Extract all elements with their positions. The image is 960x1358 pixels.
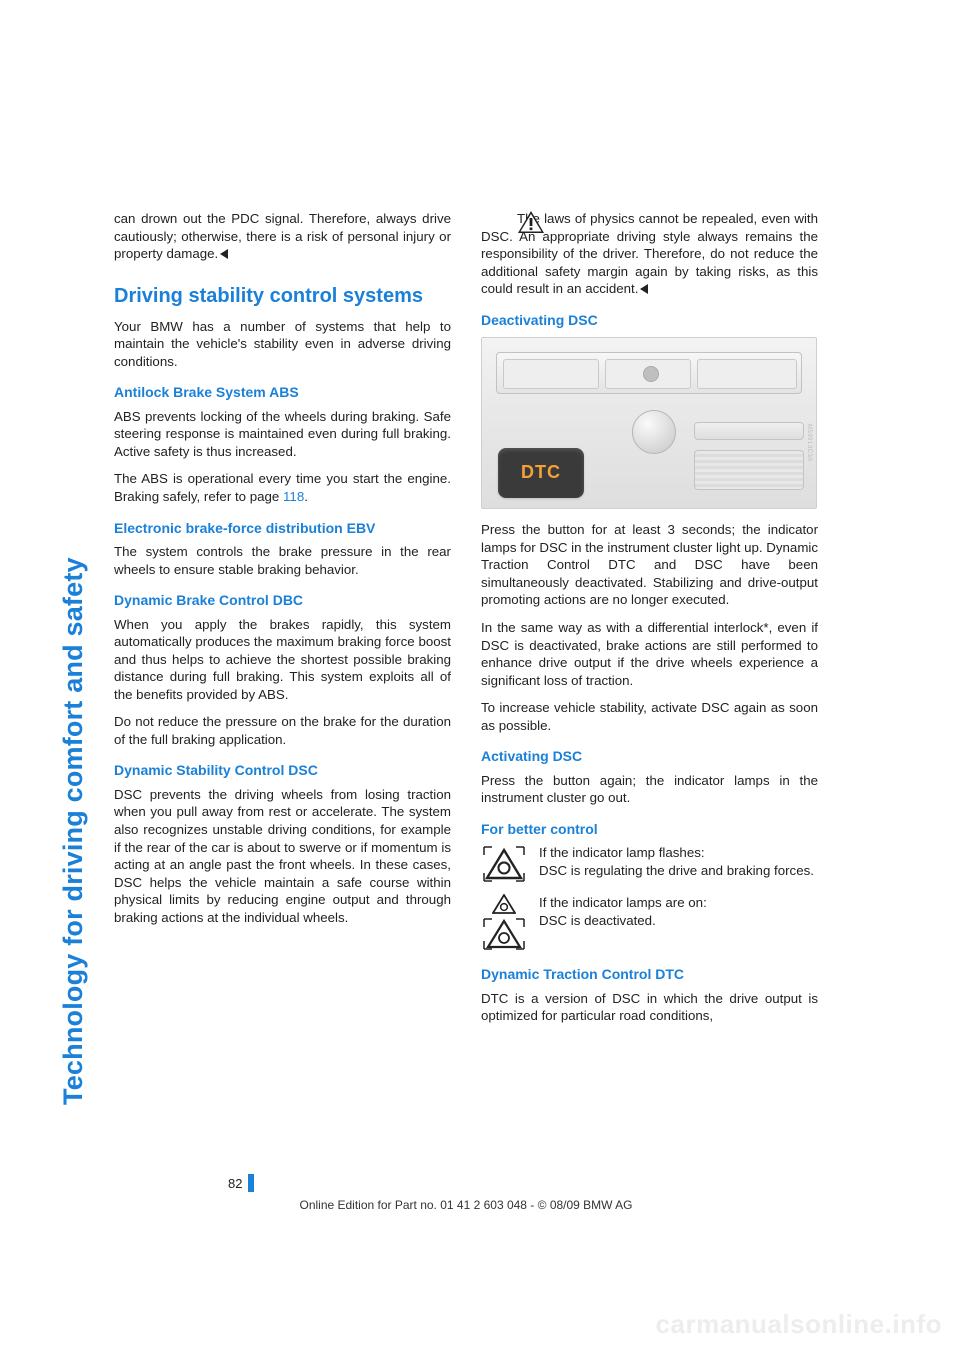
page-body: can drown out the PDC signal. Therefore,… (114, 210, 818, 1035)
right-column: The laws of physics cannot be repealed, … (481, 210, 818, 1035)
heading-abs: Antilock Brake System ABS (114, 384, 451, 402)
heading-dtc: Dynamic Traction Control DTC (481, 966, 818, 984)
end-marker-icon (220, 249, 228, 259)
section-heading-driving-stability: Driving stability control systems (114, 285, 451, 308)
cd-slot-icon (694, 422, 804, 440)
indicator-row: If the indicator lamp flashes: DSC is re… (481, 844, 818, 884)
dsc-paragraph: DSC prevents the driving wheels from los… (114, 786, 451, 926)
dbc-paragraph-2: Do not reduce the pressure on the brake … (114, 713, 451, 748)
page-number-wrap: 82 (114, 1174, 818, 1192)
warning-block: The laws of physics cannot be repealed, … (481, 210, 818, 298)
indicator-text-on: If the indicator lamps are on: DSC is de… (539, 894, 818, 929)
deact-paragraph-2: In the same way as with a differential i… (481, 619, 818, 689)
deact-paragraph-3: To increase vehicle stability, activate … (481, 699, 818, 734)
act-paragraph: Press the button again; the indicator la… (481, 772, 818, 807)
indicator-text-flashing: If the indicator lamp flashes: DSC is re… (539, 844, 818, 879)
section-intro: Your BMW has a number of systems that he… (114, 318, 451, 371)
heading-dbc: Dynamic Brake Control DBC (114, 592, 451, 610)
abs-paragraph-2: The ABS is operational every time you st… (114, 470, 451, 505)
panel-segment (503, 359, 599, 389)
ebv-paragraph: The system controls the brake pressure i… (114, 543, 451, 578)
figure-code: M59913C3A (802, 424, 812, 504)
page-number: 82 (222, 1176, 242, 1191)
left-column: can drown out the PDC signal. Therefore,… (114, 210, 451, 1035)
heading-activating-dsc: Activating DSC (481, 748, 818, 766)
deact-paragraph-1: Press the button for at least 3 seconds;… (481, 521, 818, 609)
dsc-off-icons (481, 894, 527, 952)
end-marker-icon (640, 284, 648, 294)
heading-deactivating-dsc: Deactivating DSC (481, 312, 818, 330)
heading-dsc: Dynamic Stability Control DSC (114, 762, 451, 780)
dsc-warning-triangle-icon (481, 844, 527, 884)
panel-segment (697, 359, 797, 389)
dbc-paragraph-1: When you apply the brakes rapidly, this … (114, 616, 451, 704)
heading-ebv: Electronic brake-force distribution EBV (114, 520, 451, 538)
two-column-layout: can drown out the PDC signal. Therefore,… (114, 210, 818, 1035)
intro-paragraph: can drown out the PDC signal. Therefore,… (114, 210, 451, 263)
page-link-118[interactable]: 118 (283, 489, 304, 504)
page-footer: 82 Online Edition for Part no. 01 41 2 6… (114, 1174, 818, 1212)
watermark: carmanualsonline.info (656, 1309, 942, 1340)
indicator-row: If the indicator lamps are on: DSC is de… (481, 894, 818, 952)
warning-icon (481, 210, 509, 234)
radio-panel (496, 352, 802, 394)
abs-paragraph-1: ABS prevents locking of the wheels durin… (114, 408, 451, 461)
intro-text: can drown out the PDC signal. Therefore,… (114, 211, 451, 261)
page-number-marker (248, 1174, 254, 1192)
heading-for-better-control: For better control (481, 821, 818, 839)
dtc-paragraph: DTC is a version of DSC in which the dri… (481, 990, 818, 1025)
abs-p2b: . (304, 489, 308, 504)
dtc-console-figure: DTC M59913C3A (481, 337, 817, 509)
section-running-head: Technology for driving comfort and safet… (58, 225, 90, 1105)
rotary-knob-icon (632, 410, 676, 454)
dtc-button: DTC (498, 448, 584, 498)
vent-grille-icon (694, 450, 804, 490)
edition-line: Online Edition for Part no. 01 41 2 603 … (114, 1198, 818, 1212)
